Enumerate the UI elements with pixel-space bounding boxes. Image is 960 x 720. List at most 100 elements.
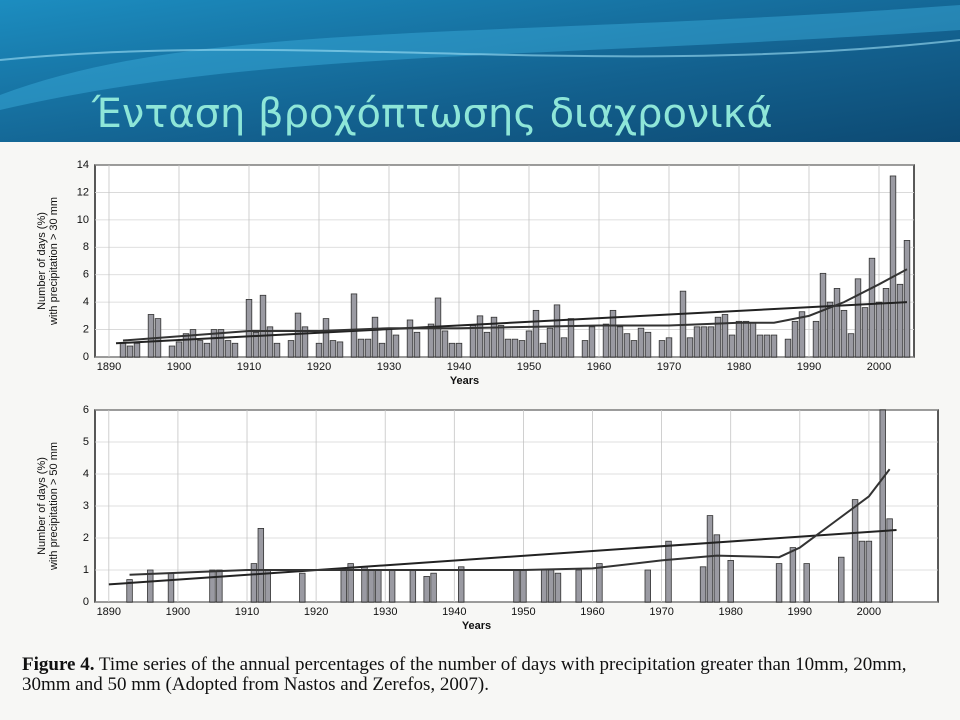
bar [458, 566, 465, 603]
bar [623, 333, 631, 358]
bar [203, 342, 211, 358]
bar [700, 326, 708, 358]
bar [182, 333, 190, 358]
bar [665, 337, 673, 358]
bar [245, 298, 253, 358]
bar [392, 334, 400, 358]
bar [539, 342, 547, 358]
bar [763, 334, 771, 358]
bar [727, 560, 734, 603]
y-tick-label: 2 [83, 532, 89, 544]
bar [861, 307, 869, 358]
bar [287, 340, 295, 358]
bar [133, 342, 141, 358]
x-tick-label: 1910 [235, 606, 259, 618]
x-axis-label: Years [462, 620, 491, 632]
bar [851, 499, 859, 603]
bar [903, 240, 911, 358]
bar [147, 314, 155, 358]
bar [525, 330, 533, 358]
y-axis-label: Number of days (%) [36, 212, 48, 310]
bar [476, 315, 484, 358]
x-tick-label: 1940 [447, 361, 471, 373]
bar [322, 318, 330, 358]
x-tick-label: 1950 [511, 606, 535, 618]
bar [588, 326, 596, 358]
bar [409, 569, 417, 603]
trend-line [108, 529, 897, 586]
bar [742, 320, 750, 358]
bar [357, 338, 365, 358]
bar [889, 175, 897, 358]
bar [315, 342, 323, 358]
x-tick-label: 1940 [442, 606, 466, 618]
bar [340, 569, 347, 603]
bar [596, 563, 603, 603]
x-tick-label: 1990 [797, 361, 821, 373]
x-tick-label: 1890 [97, 361, 121, 373]
y-tick-label: 8 [83, 241, 89, 253]
bar [575, 569, 582, 603]
x-tick-label: 1990 [788, 606, 812, 618]
bar [882, 288, 890, 358]
bar [490, 316, 498, 358]
y-tick-label: 14 [77, 159, 89, 171]
bar [803, 563, 810, 603]
bar [540, 569, 548, 603]
x-tick-label: 1960 [580, 606, 604, 618]
bar [854, 278, 862, 358]
bar [581, 340, 589, 358]
bar [840, 309, 848, 358]
y-axis-label: with precipitation > 30 mm [48, 197, 60, 326]
header-wave-line [0, 39, 960, 61]
bar [693, 326, 701, 358]
x-tick-label: 1920 [307, 361, 331, 373]
bar [441, 330, 449, 358]
bar [469, 325, 477, 358]
y-tick-label: 10 [77, 214, 89, 226]
x-tick-label: 1950 [517, 361, 541, 373]
bar [430, 572, 437, 603]
x-tick-label: 1920 [304, 606, 328, 618]
caption: Figure 4. Time series of the annual perc… [22, 655, 942, 695]
bar [167, 572, 175, 603]
bar [375, 569, 382, 603]
bar [798, 311, 806, 358]
bar [706, 515, 714, 603]
bar [388, 569, 396, 603]
bar [368, 569, 375, 603]
bar [721, 314, 729, 358]
bar [209, 569, 216, 603]
bar [299, 572, 306, 603]
x-tick-label: 2000 [857, 606, 881, 618]
bar [644, 331, 652, 358]
y-tick-label: 6 [83, 269, 89, 281]
x-tick-label: 1930 [373, 606, 397, 618]
y-tick-label: 0 [83, 351, 89, 363]
bar [532, 309, 540, 358]
bar [865, 540, 873, 603]
bar [886, 518, 893, 603]
header-band [0, 0, 960, 142]
y-tick-label: 2 [83, 323, 89, 335]
bar [168, 345, 176, 358]
bar [546, 327, 554, 358]
bar [264, 569, 271, 603]
bar [896, 283, 904, 358]
bar [520, 569, 527, 603]
bar [378, 342, 386, 358]
bar [868, 257, 876, 358]
y-tick-label: 0 [83, 596, 89, 608]
bar [756, 334, 764, 358]
bar [847, 333, 855, 358]
trend-line [122, 268, 908, 342]
bar [560, 337, 568, 358]
header-wave [0, 5, 960, 110]
bar [217, 329, 225, 358]
bar [259, 294, 267, 358]
bar [699, 566, 707, 603]
bar [749, 322, 757, 358]
x-tick-label: 1930 [377, 361, 401, 373]
bar [497, 325, 505, 358]
bar [875, 301, 883, 358]
